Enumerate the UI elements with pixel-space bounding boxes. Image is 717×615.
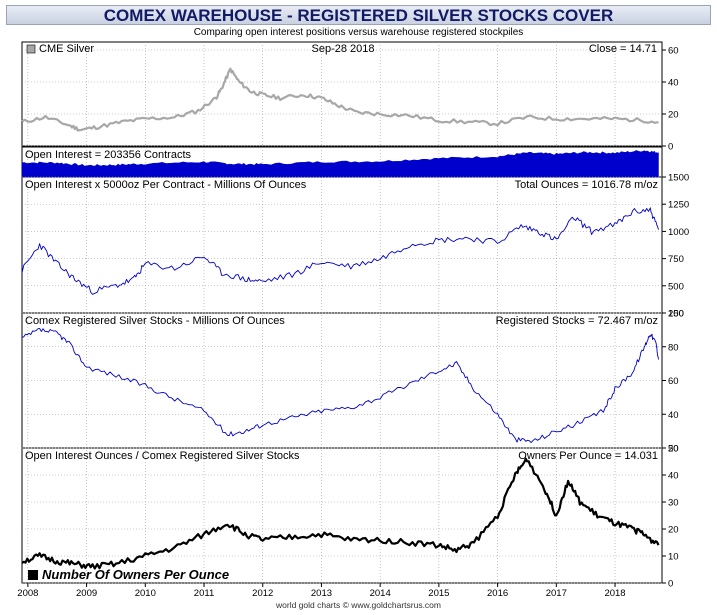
date-readout: Sep-28 2018 [312, 43, 375, 55]
panel-frame-open_interest_ounces [21, 176, 663, 314]
y-tick-label: 20 [668, 444, 679, 455]
series-line-price [21, 67, 659, 132]
panel-title-open_interest_ounces: Open Interest x 5000oz Per Contract - Mi… [25, 179, 307, 191]
y-tick-label: 750 [668, 254, 684, 265]
y-tick-label: 100 [668, 309, 684, 320]
open-interest-area [21, 150, 659, 178]
y-tick-label: 80 [668, 342, 679, 353]
x-tick-label: 2009 [76, 588, 97, 599]
y-tick-label: 40 [668, 471, 679, 482]
legend-swatch-silver [26, 44, 36, 54]
y-tick-label: 10 [668, 552, 679, 563]
y-tick-label: 60 [668, 46, 679, 57]
legend-cme-silver: CME Silver [39, 43, 94, 55]
x-tick-label: 2012 [252, 588, 273, 599]
close-readout: Close = 14.71 [589, 43, 657, 55]
x-tick-label: 2018 [604, 588, 625, 599]
x-tick-label: 2013 [311, 588, 332, 599]
panel-frame-owners_per_ounce [21, 447, 663, 584]
panel-readout-registered_stocks: Registered Stocks = 72.467 m/oz [496, 315, 658, 327]
panel-readout-owners_per_ounce: Owners Per Ounce = 14.031 [518, 450, 658, 462]
y-tick-label: 1250 [668, 200, 689, 211]
legend-owners-per-ounce: Number Of Owners Per Ounce [42, 567, 229, 582]
x-tick-label: 2010 [135, 588, 156, 599]
panel-title-owners_per_ounce: Open Interest Ounces / Comex Registered … [25, 450, 300, 462]
x-tick-label: 2015 [428, 588, 449, 599]
y-tick-label: 0 [668, 579, 673, 590]
y-tick-label: 50 [668, 444, 679, 455]
panel-frame-price [21, 41, 663, 147]
series-line-open_interest_ounces [21, 207, 659, 295]
legend-swatch-owners [28, 570, 38, 580]
x-tick-label: 2008 [17, 588, 38, 599]
y-tick-label: 40 [668, 78, 679, 89]
x-tick-label: 2017 [546, 588, 567, 599]
y-tick-label: 250 [668, 309, 684, 320]
y-tick-label: 500 [668, 281, 684, 292]
panel-title-registered_stocks: Comex Registered Silver Stocks - Million… [25, 315, 285, 327]
series-line-registered_stocks [21, 327, 659, 444]
x-tick-label: 2011 [194, 588, 214, 599]
panel-readout-open_interest_ounces: Total Ounces = 1016.78 m/oz [515, 179, 658, 191]
footer-credit: world gold charts © www.goldchartsrus.co… [276, 600, 441, 610]
x-tick-label: 2014 [370, 588, 391, 599]
y-tick-label: 20 [668, 525, 679, 536]
y-tick-label: 1000 [668, 227, 689, 238]
chart-title: COMEX WAREHOUSE - REGISTERED SILVER STOC… [6, 5, 711, 25]
x-tick-label: 2016 [487, 588, 508, 599]
y-tick-label: 30 [668, 498, 679, 509]
chart-subtitle: Comparing open interest positions versus… [193, 27, 524, 38]
y-tick-label: 20 [668, 110, 679, 121]
y-tick-label: 0 [668, 142, 673, 153]
open-interest-readout: Open Interest = 203356 Contracts [25, 149, 192, 161]
y-tick-label: 1500 [668, 173, 689, 184]
y-tick-label: 60 [668, 376, 679, 387]
series-line-owners_per_ounce [21, 457, 660, 570]
y-tick-label: 40 [668, 410, 679, 421]
